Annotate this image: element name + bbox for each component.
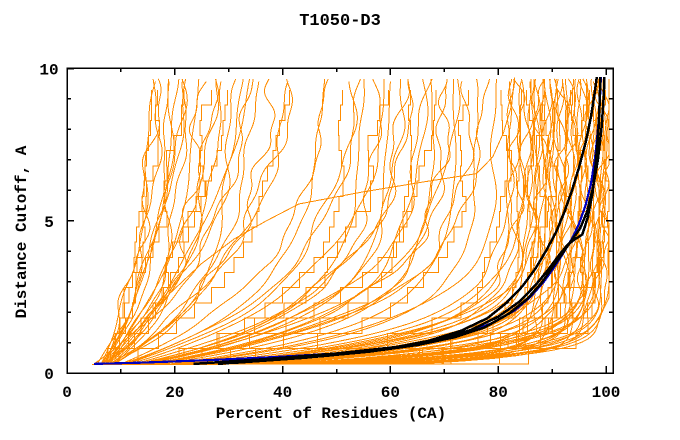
- prediction-curve: [99, 81, 358, 365]
- prediction-curve: [93, 78, 254, 365]
- prediction-curve: [93, 81, 289, 365]
- x-axis-title: Percent of Residues (CA): [215, 405, 447, 423]
- prediction-curve: [97, 81, 414, 365]
- prediction-curve: [99, 81, 475, 365]
- prediction-curve: [97, 89, 291, 365]
- prediction-curve: [94, 78, 436, 365]
- prediction-curve: [96, 78, 533, 365]
- y-tick-label: 5: [44, 214, 54, 232]
- prediction-curve: [95, 81, 222, 365]
- prediction-curve: [96, 78, 461, 365]
- prediction-curve: [94, 78, 170, 365]
- highlight-curve-black-model-3: [193, 76, 602, 366]
- prediction-curve: [99, 89, 389, 365]
- prediction-curve: [92, 81, 541, 365]
- prediction-curve: [100, 78, 237, 365]
- prediction-curve: [96, 89, 610, 365]
- prediction-curve: [94, 89, 413, 365]
- prediction-curve: [94, 78, 200, 365]
- prediction-curve: [97, 89, 547, 365]
- x-tick-label: 100: [592, 384, 621, 402]
- prediction-curve: [97, 78, 187, 365]
- prediction-curve: [98, 89, 437, 365]
- prediction-curve: [93, 78, 180, 365]
- prediction-curve: [92, 89, 185, 365]
- x-tick-label: 0: [62, 384, 72, 402]
- prediction-curve: [92, 89, 345, 365]
- prediction-curve: [100, 78, 294, 365]
- prediction-curve: [99, 81, 207, 365]
- highlight-curve-black-model-1: [231, 76, 606, 365]
- prediction-curve: [96, 78, 329, 365]
- prediction-curve: [94, 78, 610, 365]
- prediction-curve: [97, 78, 490, 365]
- prediction-curve: [99, 78, 520, 365]
- prediction-curve: [94, 78, 498, 365]
- chart-title: T1050-D3: [299, 12, 381, 31]
- prediction-curve: [96, 81, 576, 365]
- x-tick-label: 60: [381, 384, 400, 402]
- x-tick-label: 40: [273, 384, 292, 402]
- prediction-curve: [96, 78, 188, 365]
- prediction-curve: [99, 81, 590, 365]
- prediction-curve: [93, 81, 448, 365]
- prediction-curve: [93, 78, 429, 365]
- prediction-curve: [99, 78, 533, 365]
- x-tick-label: 20: [165, 384, 184, 402]
- prediction-curve: [93, 89, 591, 365]
- y-tick-label: 10: [39, 62, 58, 80]
- prediction-curve: [96, 78, 385, 365]
- prediction-curve: [94, 89, 470, 365]
- prediction-curve: [100, 78, 411, 365]
- prediction-curve: [99, 78, 547, 365]
- prediction-curve: [100, 78, 451, 365]
- prediction-curve: [93, 89, 512, 365]
- x-tick-label: 80: [489, 384, 508, 402]
- prediction-curve: [96, 81, 260, 365]
- prediction-curve: [96, 78, 539, 365]
- prediction-curve: [93, 81, 391, 365]
- prediction-curve: [96, 81, 156, 365]
- prediction-curve: [97, 78, 361, 365]
- prediction-curve: [93, 81, 589, 365]
- prediction-curve: [93, 81, 526, 365]
- prediction-curve: [99, 78, 569, 365]
- prediction-curve: [94, 78, 251, 365]
- prediction-curve: [94, 78, 526, 365]
- prediction-curve: [93, 89, 229, 365]
- prediction-curve: [92, 78, 515, 365]
- y-tick-label: 0: [44, 366, 54, 384]
- prediction-curve: [93, 77, 515, 365]
- prediction-curve: [93, 81, 566, 365]
